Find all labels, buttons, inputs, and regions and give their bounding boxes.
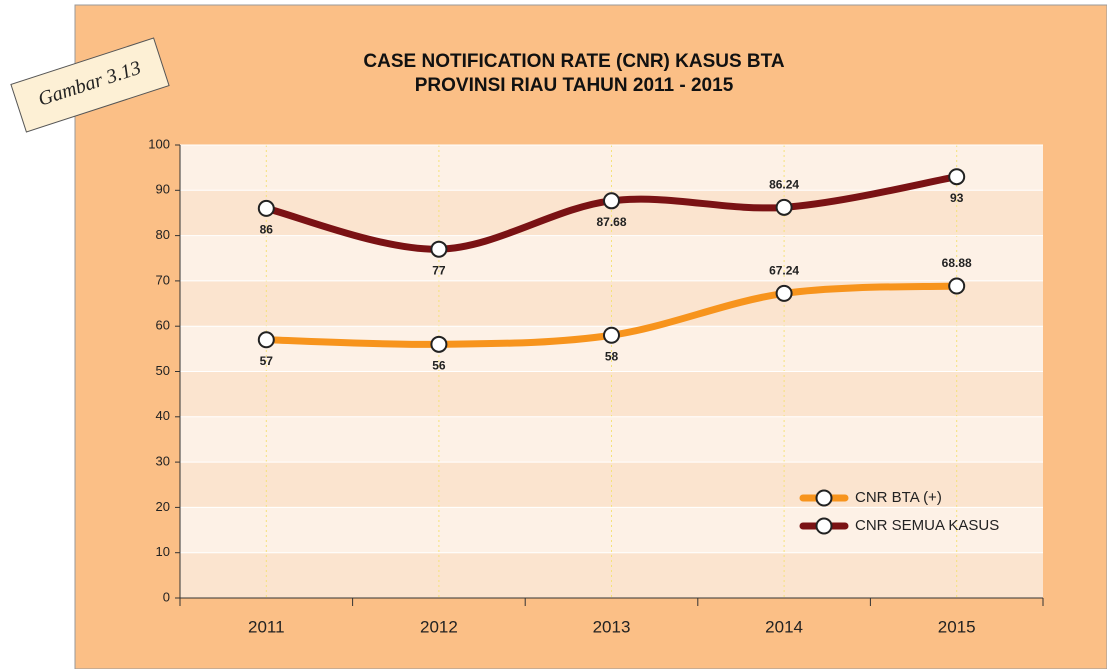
legend-marker [815, 489, 833, 507]
y-tick-label: 0 [163, 589, 170, 604]
stripe [180, 371, 1043, 417]
x-tick-label: 2011 [248, 617, 285, 636]
data-label: 77 [432, 263, 446, 277]
y-tick-label: 30 [156, 454, 170, 469]
point-marker [257, 331, 275, 349]
chart-subtitle: PROVINSI RIAU TAHUN 2011 - 2015 [415, 75, 734, 96]
y-tick-label: 10 [156, 544, 170, 559]
y-tick-label: 90 [156, 182, 170, 197]
point-marker [603, 326, 620, 344]
legend-label: CNR BTA (+) [855, 489, 942, 506]
data-label: 87.68 [596, 215, 626, 229]
data-label: 58 [605, 349, 619, 363]
y-tick-label: 70 [156, 272, 170, 287]
point-marker [948, 168, 966, 186]
data-label: 86.24 [769, 178, 799, 192]
x-tick-label: 2013 [593, 617, 631, 636]
point-marker [948, 277, 966, 295]
x-tick-label: 2012 [420, 617, 458, 636]
stripe [180, 145, 1043, 191]
y-tick-label: 100 [148, 136, 170, 151]
y-tick-label: 80 [156, 227, 170, 242]
y-tick-label: 20 [156, 499, 170, 514]
point-marker [775, 284, 793, 302]
data-label: 56 [432, 358, 446, 372]
y-tick-label: 50 [156, 363, 170, 378]
legend-marker [815, 517, 833, 535]
figure-tag-box [10, 37, 170, 133]
x-tick-label: 2014 [765, 617, 803, 636]
y-tick-label: 60 [156, 318, 170, 333]
stripe [180, 235, 1043, 281]
point-marker [430, 335, 448, 353]
point-marker [603, 192, 620, 210]
point-marker [430, 240, 448, 258]
y-tick-label: 40 [156, 408, 170, 423]
data-label: 68.88 [942, 256, 972, 270]
point-marker [775, 198, 793, 216]
data-label: 67.24 [769, 264, 799, 278]
data-label: 93 [950, 191, 964, 205]
stripe [180, 416, 1043, 463]
chart-title: CASE NOTIFICATION RATE (CNR) KASUS BTA [363, 51, 784, 72]
data-label: 57 [260, 354, 274, 368]
point-marker [257, 199, 275, 217]
data-label: 86 [260, 223, 274, 237]
x-tick-label: 2015 [938, 617, 976, 636]
legend-label: CNR SEMUA KASUS [855, 517, 999, 534]
stripe [180, 462, 1043, 508]
